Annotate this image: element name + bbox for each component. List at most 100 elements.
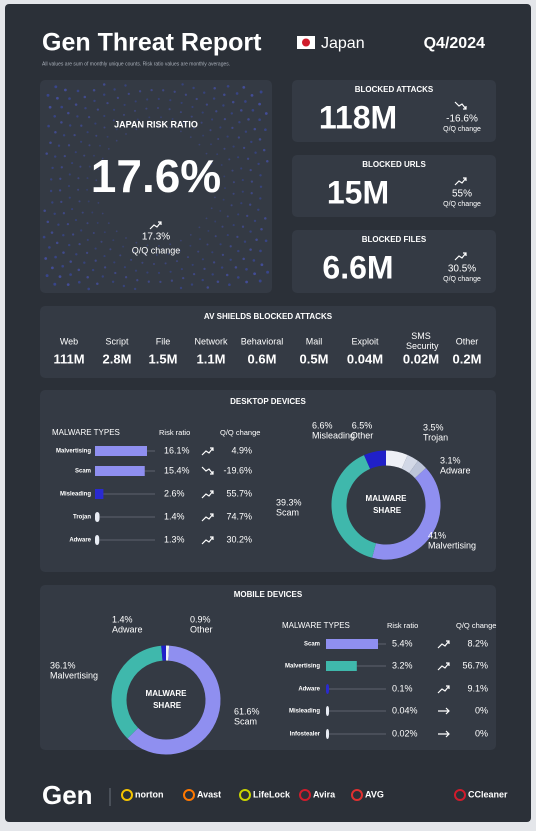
dot	[104, 231, 106, 233]
dot	[112, 239, 114, 241]
dot	[64, 89, 67, 92]
risk-label: 3.2%	[392, 660, 413, 670]
dot	[245, 281, 248, 284]
column-header: Risk ratio	[159, 428, 190, 437]
dot	[78, 281, 81, 284]
dot	[219, 210, 221, 212]
dot	[210, 143, 212, 145]
dot	[86, 189, 88, 191]
dot	[86, 252, 88, 254]
dot	[103, 83, 106, 86]
risk-label: 0.04%	[392, 705, 418, 715]
risk-label: 2.6%	[164, 488, 185, 498]
dot	[259, 138, 262, 141]
dot	[92, 269, 94, 271]
dot	[260, 228, 263, 231]
dot	[103, 255, 105, 257]
dot	[264, 128, 267, 131]
dot	[249, 230, 251, 232]
dot	[228, 283, 231, 286]
dot	[134, 110, 136, 112]
dot	[146, 272, 148, 274]
row-name: Scam	[75, 469, 91, 475]
dot	[82, 212, 84, 214]
dot	[227, 215, 229, 217]
dot	[169, 99, 171, 101]
dot	[181, 102, 183, 104]
dot	[223, 93, 226, 96]
dot	[86, 222, 88, 224]
dot	[240, 167, 242, 169]
column-header: Risk ratio	[387, 621, 418, 630]
dot	[153, 263, 155, 265]
risk-label: 0.02%	[392, 728, 418, 738]
dot	[199, 144, 201, 146]
dot	[202, 112, 204, 114]
dot	[180, 131, 182, 133]
dot	[123, 285, 125, 287]
dot	[86, 276, 89, 279]
change-label: 0%	[475, 728, 488, 738]
dot	[158, 98, 160, 100]
dot	[114, 272, 116, 274]
dot	[249, 204, 251, 206]
shield-name: Exploit	[351, 336, 379, 346]
column-header: Q/Q change	[456, 621, 496, 630]
dot	[221, 226, 223, 228]
dot	[214, 221, 216, 223]
dot	[246, 215, 248, 217]
dot	[59, 189, 61, 191]
shield-name: Web	[60, 336, 78, 346]
dot	[76, 115, 78, 117]
segment-value: 0.9%	[190, 614, 211, 624]
period: Q4/2024	[424, 35, 485, 52]
dot	[199, 227, 201, 229]
dot	[80, 229, 82, 231]
risk-bar	[95, 489, 103, 499]
dot	[139, 90, 141, 92]
dot	[64, 155, 66, 157]
dot	[206, 243, 208, 245]
risk-change-label: Q/Q change	[132, 245, 181, 255]
dot	[68, 144, 70, 146]
brand-name: Avast	[197, 789, 221, 799]
footer-logo: Gen	[42, 780, 93, 810]
dot	[213, 261, 215, 263]
dot	[145, 108, 147, 110]
dot	[211, 251, 213, 253]
section-title: DESKTOP DEVICES	[230, 397, 306, 406]
dot	[68, 97, 71, 100]
dot	[237, 213, 239, 215]
dot	[124, 266, 126, 268]
risk-title: JAPAN RISK RATIO	[114, 119, 198, 129]
dot	[117, 97, 119, 99]
dot	[56, 97, 59, 100]
dot	[242, 226, 244, 228]
dot	[80, 141, 82, 143]
dot	[191, 106, 193, 108]
dot	[46, 274, 49, 277]
dot	[260, 91, 263, 94]
dot	[48, 246, 51, 249]
blocked-title: BLOCKED ATTACKS	[355, 85, 434, 94]
blocked-change-label: Q/Q change	[443, 201, 481, 208]
dot	[67, 223, 69, 225]
dot	[190, 234, 192, 236]
change-label: 8.2%	[467, 638, 488, 648]
dot	[99, 145, 101, 147]
dot	[266, 271, 269, 274]
note: All values are sum of monthly unique cou…	[42, 61, 230, 67]
dot	[62, 234, 64, 236]
country: Japan	[321, 35, 365, 52]
dot	[77, 177, 79, 179]
dot	[51, 267, 54, 270]
dot	[69, 273, 72, 276]
dot	[87, 239, 89, 241]
dot	[254, 152, 256, 154]
dot	[51, 201, 53, 203]
risk-bar	[326, 729, 329, 739]
dot	[236, 236, 238, 238]
change-label: -19.6%	[223, 465, 252, 475]
dot	[254, 128, 257, 131]
dot	[75, 219, 77, 221]
